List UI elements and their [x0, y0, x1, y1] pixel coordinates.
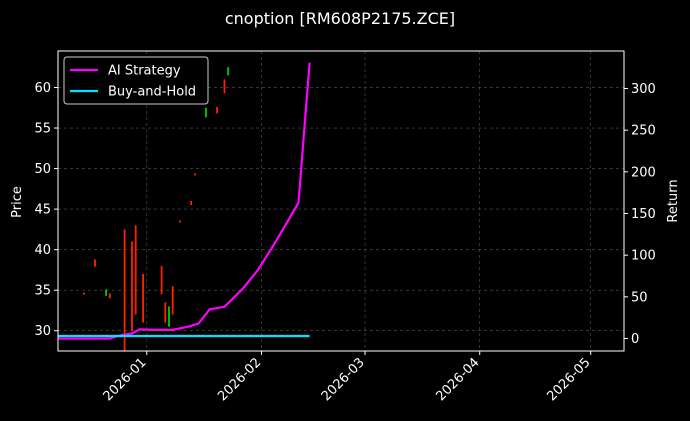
y-axis-left-title: Price [10, 186, 25, 218]
y-right-tick-label: 200 [631, 165, 656, 180]
candle [123, 229, 126, 351]
y-axis-left: 30 35 40 45 50 55 60 [34, 81, 58, 339]
candle [108, 293, 111, 299]
candle [131, 241, 133, 331]
candle [193, 173, 196, 176]
y-left-tick-label: 60 [34, 81, 51, 96]
y-axis-right: 0 50 100 150 200 250 300 [624, 82, 656, 347]
plot-frame [57, 50, 625, 352]
candle [227, 67, 230, 76]
y-right-tick-label: 250 [631, 124, 656, 139]
legend-box [63, 56, 209, 105]
legend: AI Strategy Buy-and-Hold [63, 56, 209, 105]
candles [82, 67, 230, 351]
candle [164, 302, 167, 323]
y-left-tick-label: 45 [34, 203, 51, 218]
y-left-tick-label: 50 [34, 162, 51, 177]
candle [223, 79, 226, 94]
candle [94, 259, 96, 267]
candle [82, 292, 85, 295]
candle [190, 201, 193, 206]
y-right-tick-label: 0 [631, 332, 639, 347]
candle [134, 225, 137, 315]
candle [160, 265, 163, 295]
y-right-tick-label: 150 [631, 207, 656, 222]
series-line [58, 62, 311, 340]
candle [105, 289, 107, 296]
y-left-tick-label: 40 [34, 243, 51, 258]
candle [216, 106, 218, 114]
candle [142, 273, 144, 323]
legend-label: Buy-and-Hold [108, 85, 196, 100]
y-right-tick-label: 50 [631, 290, 648, 305]
candle [205, 107, 207, 118]
candle [179, 220, 181, 223]
y-right-tick-label: 100 [631, 249, 656, 264]
y-left-tick-label: 30 [34, 324, 51, 339]
y-left-tick-label: 35 [34, 284, 51, 299]
chart-title: cnoption [RM608P2175.ZCE] [225, 9, 455, 28]
y-right-tick-label: 300 [631, 82, 656, 97]
candle [168, 306, 170, 327]
y-left-tick-label: 55 [34, 122, 51, 137]
series-lines [58, 62, 311, 340]
candle [171, 286, 174, 315]
legend-label: AI Strategy [108, 64, 181, 79]
y-axis-right-title: Return [666, 179, 681, 222]
